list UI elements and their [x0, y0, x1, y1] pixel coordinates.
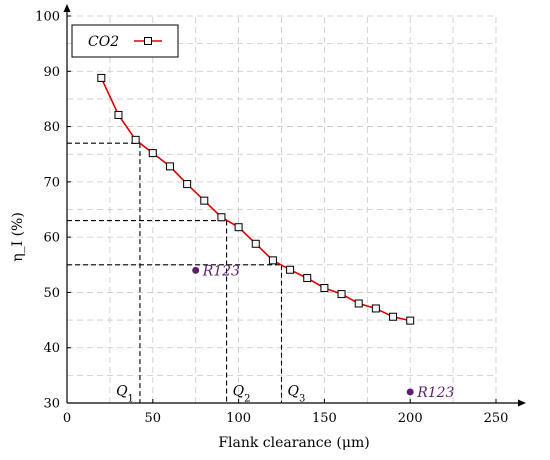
r123-point [192, 266, 200, 274]
series-line [100, 77, 411, 322]
data-point [406, 316, 415, 325]
data-point [97, 73, 106, 82]
r123-label: R123 [202, 263, 240, 279]
guide-label: Q2 [233, 384, 251, 405]
guide-label: Q1 [116, 384, 134, 405]
y-tick-label: 100 [35, 10, 60, 25]
data-point [114, 110, 123, 119]
y-tick-label: 90 [43, 65, 60, 80]
x-tick-label: 0 [63, 411, 71, 426]
legend-marker [144, 37, 152, 45]
r123-label: R123 [416, 385, 454, 401]
data-point [286, 265, 295, 274]
data-point [200, 196, 209, 205]
x-tick-label: 200 [398, 411, 423, 426]
data-point [268, 256, 277, 265]
x-tick-label: 50 [145, 411, 162, 426]
data-point [165, 162, 174, 171]
y-axis-arrow [63, 4, 71, 12]
data-point [371, 304, 380, 313]
y-tick-label: 30 [43, 397, 60, 412]
x-tick-label: 100 [226, 411, 251, 426]
axes [63, 4, 526, 407]
series-co2 [97, 73, 415, 325]
data-point [354, 299, 363, 308]
x-axis-arrow [518, 399, 526, 407]
r123-point [406, 388, 414, 396]
data-point [234, 223, 243, 232]
data-point [183, 180, 192, 189]
y-tick-label: 70 [43, 175, 60, 190]
y-tick-label: 80 [43, 120, 60, 135]
tick-labels: 0 50 100 150 200 250 30 40 50 60 70 80 90 100 [35, 10, 508, 427]
r123-points: R123 R123 [192, 263, 455, 401]
legend-label: CO2 [88, 34, 119, 50]
y-tick-label: 50 [43, 286, 60, 301]
data-point [303, 274, 312, 283]
y-tick-label: 40 [43, 341, 60, 356]
x-tick-label: 250 [484, 411, 509, 426]
x-tick-label: 150 [312, 411, 337, 426]
y-axis-label: η_I (%) [10, 212, 26, 262]
legend: CO2 [71, 24, 179, 58]
y-tick-label: 60 [43, 231, 60, 246]
data-point [389, 312, 398, 321]
x-axis-label: Flank clearance (μm) [218, 435, 369, 451]
data-point [217, 213, 226, 222]
data-point [148, 149, 157, 158]
guide-label: Q3 [288, 384, 306, 405]
data-point [320, 284, 329, 293]
data-point [337, 290, 346, 299]
data-point [251, 239, 260, 248]
data-point [131, 135, 140, 144]
